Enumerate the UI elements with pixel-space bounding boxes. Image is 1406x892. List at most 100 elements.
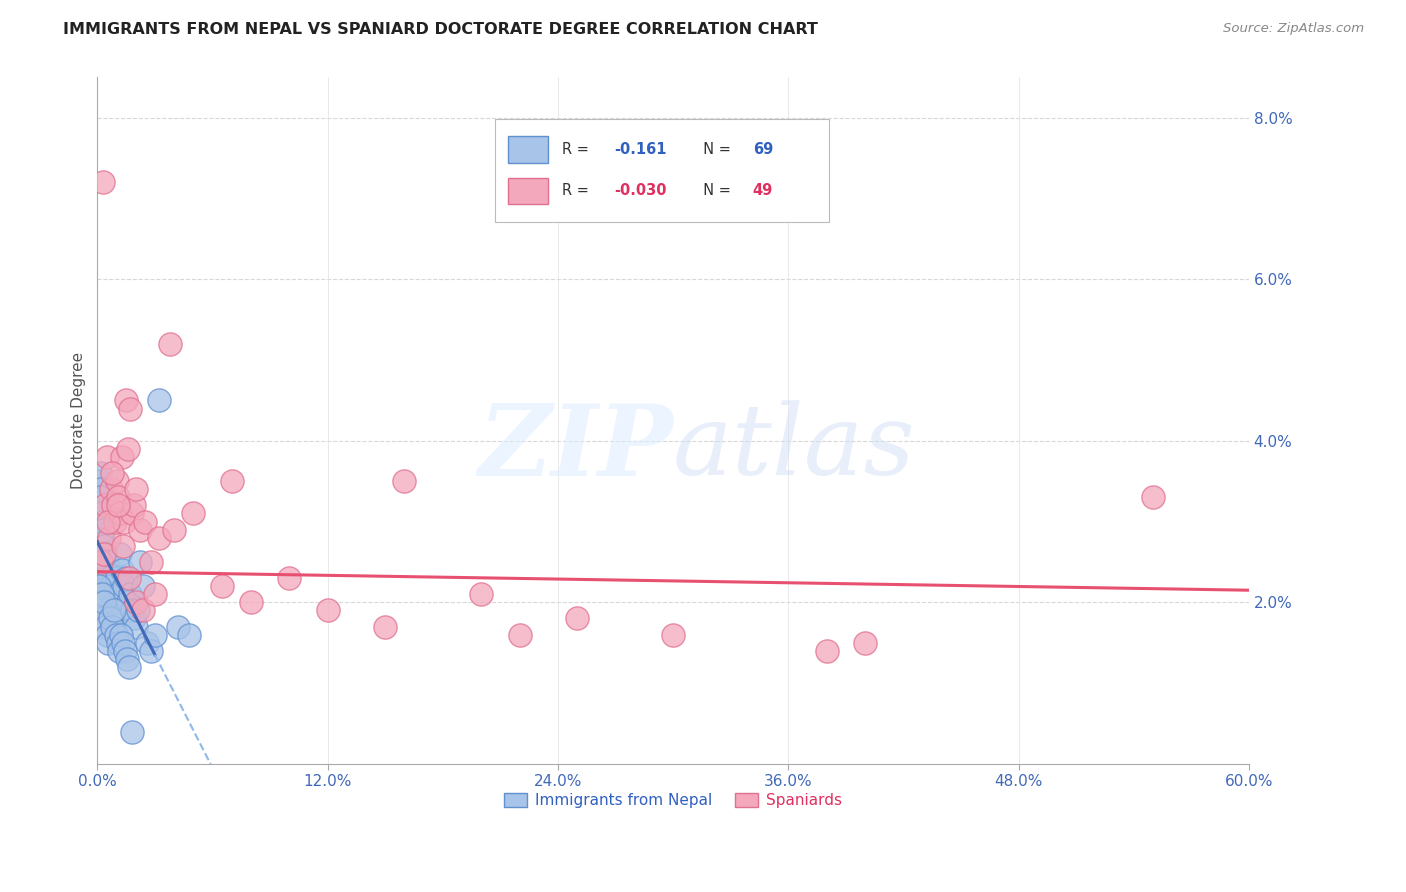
Point [108, 644, 131, 658]
Text: R =: R = [561, 142, 598, 157]
Point [111, 450, 134, 464]
Point [148, 393, 170, 408]
Point [97, 636, 120, 650]
Point [91, 523, 114, 537]
Point [107, 603, 129, 617]
Point [91, 531, 114, 545]
Point [167, 619, 190, 633]
Point [91, 176, 114, 190]
FancyBboxPatch shape [509, 136, 548, 162]
Point [179, 627, 201, 641]
Point [97, 587, 120, 601]
Point [96, 627, 118, 641]
Point [89, 579, 111, 593]
Point [90, 483, 112, 497]
Point [89, 474, 111, 488]
Point [853, 636, 876, 650]
Point [132, 579, 155, 593]
Point [148, 531, 170, 545]
Point [565, 611, 588, 625]
Point [121, 507, 143, 521]
Point [470, 587, 492, 601]
Point [91, 515, 114, 529]
Point [134, 515, 156, 529]
Point [110, 507, 132, 521]
Point [181, 507, 204, 521]
Point [114, 644, 136, 658]
Point [163, 523, 186, 537]
Point [221, 474, 243, 488]
Point [112, 636, 135, 650]
Point [97, 531, 120, 545]
Point [143, 587, 166, 601]
Point [104, 595, 127, 609]
Point [121, 603, 143, 617]
Point [94, 579, 117, 593]
Point [105, 571, 128, 585]
Point [111, 563, 134, 577]
Point [112, 539, 135, 553]
Point [159, 337, 181, 351]
Point [101, 499, 124, 513]
Point [118, 401, 141, 416]
Point [815, 644, 838, 658]
Point [115, 571, 138, 585]
Point [110, 627, 132, 641]
Point [136, 636, 159, 650]
Text: 69: 69 [752, 142, 773, 157]
Point [122, 499, 145, 513]
Point [211, 579, 233, 593]
Point [93, 547, 115, 561]
Point [94, 619, 117, 633]
Point [90, 603, 112, 617]
Point [107, 587, 129, 601]
Point [374, 619, 396, 633]
Point [125, 619, 148, 633]
Point [110, 547, 132, 561]
Point [118, 571, 141, 585]
Point [90, 555, 112, 569]
Point [90, 491, 112, 505]
Text: IMMIGRANTS FROM NEPAL VS SPANIARD DOCTORATE DEGREE CORRELATION CHART: IMMIGRANTS FROM NEPAL VS SPANIARD DOCTOR… [63, 22, 818, 37]
Point [121, 724, 143, 739]
Point [105, 474, 128, 488]
Text: N =: N = [695, 183, 735, 198]
Point [125, 595, 148, 609]
Point [112, 579, 135, 593]
Point [100, 483, 122, 497]
Point [103, 603, 125, 617]
Text: ZIP: ZIP [478, 400, 673, 496]
FancyBboxPatch shape [495, 119, 828, 221]
Point [100, 603, 122, 617]
Point [93, 595, 115, 609]
Point [97, 515, 120, 529]
Point [139, 644, 162, 658]
Text: -0.161: -0.161 [614, 142, 666, 157]
Point [94, 499, 117, 513]
Point [104, 627, 127, 641]
Text: -0.030: -0.030 [614, 183, 666, 198]
Point [115, 393, 138, 408]
Point [509, 627, 531, 641]
Point [143, 627, 166, 641]
Point [96, 450, 118, 464]
Text: R =: R = [561, 183, 593, 198]
Point [100, 619, 122, 633]
FancyBboxPatch shape [509, 178, 548, 203]
Point [139, 555, 162, 569]
Point [98, 611, 121, 625]
Point [100, 579, 122, 593]
Point [128, 555, 150, 569]
Point [394, 474, 416, 488]
Point [100, 466, 122, 480]
Text: 49: 49 [752, 183, 773, 198]
Point [118, 587, 141, 601]
Point [107, 491, 129, 505]
Point [96, 555, 118, 569]
Point [90, 587, 112, 601]
Point [94, 571, 117, 585]
Point [128, 523, 150, 537]
Point [93, 563, 115, 577]
Point [90, 507, 112, 521]
Point [112, 515, 135, 529]
